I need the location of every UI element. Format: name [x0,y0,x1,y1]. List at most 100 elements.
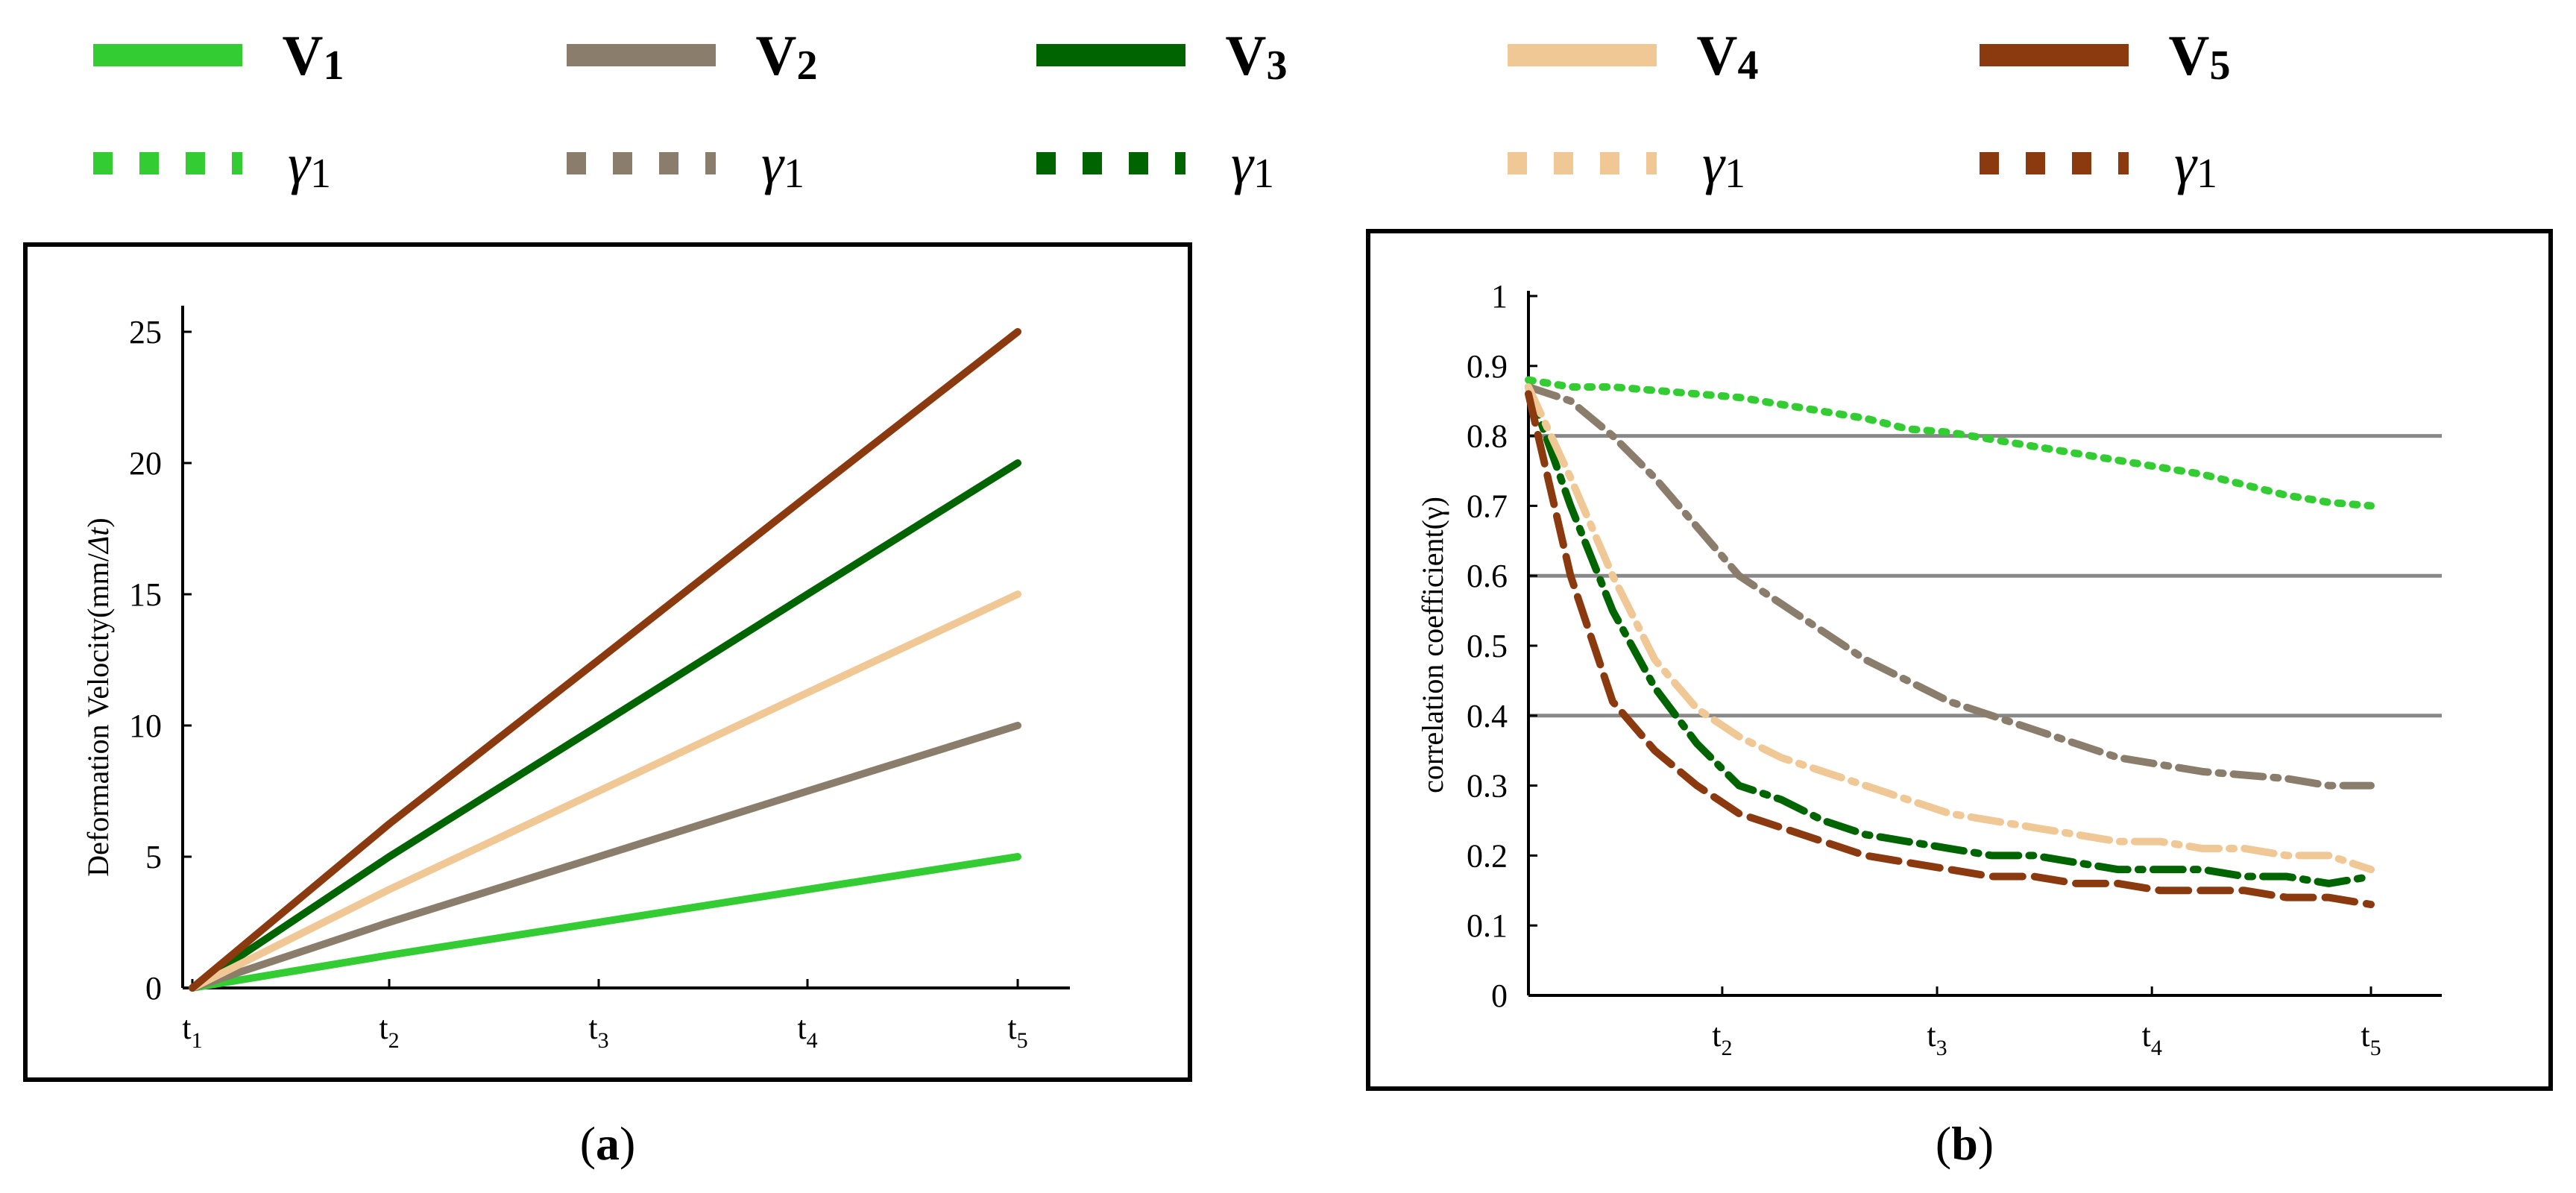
plot-a-y-tick-label-4: 20 [129,445,162,482]
plot-a-y-axis-title-close: ) [81,517,115,527]
legend-velocity-sub-1: 1 [323,43,344,89]
plot-a-series-line-2 [189,722,1021,992]
panel-label-b-letter: b [1951,1117,1978,1170]
legend-gamma-label-4: γ1 [1702,133,1745,197]
plot-b-x-tick-sub-1: 3 [1936,1036,1947,1060]
plot-b-y-tick-label-4: 0.4 [1467,698,1508,734]
plot-a-x-tick-label-4: t5 [1007,1010,1027,1053]
legend-gamma-letter-3: γ [1231,133,1255,195]
legend-velocity-sub-3: 3 [1266,43,1287,89]
plot-b-y-tick-label-10: 1 [1491,278,1508,315]
plot-a-x-tick-sub-1: 2 [388,1028,400,1053]
plot-a-x-tick-main-0: t [182,1010,191,1046]
plot-a-y-tick-label-5: 25 [129,314,162,350]
legend-velocity-label-1: V1 [283,25,344,89]
legend-velocity-letter-3: V [1226,25,1267,87]
plot-a-x-tick-main-2: t [588,1010,597,1046]
plot-b-x-tick-sub-3: 5 [2370,1036,2381,1060]
legend-gamma-letter-1: γ [288,133,312,195]
legend-gamma-letter-4: γ [1702,133,1726,195]
plot-b-y-tick-label-9: 0.9 [1467,348,1508,385]
plot-a-series-line-1 [189,853,1021,992]
plot-b-y-tick-label-7: 0.7 [1467,488,1508,524]
plot-b-series-line-4 [1525,383,2375,874]
legend-gamma-letter-2: γ [761,133,785,195]
plot-b-x-tick-label-1: t3 [1927,1017,1947,1060]
panel-b-frame [1366,229,2553,1091]
legend-velocity-letter-4: V [1697,25,1738,87]
plot-a-x-tick-sub-2: 3 [598,1028,609,1053]
plot-a-x-tick-label-3: t4 [797,1010,817,1053]
legend-gamma-label-2: γ1 [761,133,804,197]
legend-gamma-letter-5: γ [2174,133,2198,195]
plot-b-y-tick-label-2: 0.2 [1467,837,1508,874]
plot-b-x-tick-label-0: t2 [1712,1017,1732,1060]
plot-b-x-tick-sub-0: 2 [1722,1036,1733,1060]
plot-b-y-axis-title: correlation coefficient(γ) [1416,497,1449,793]
legend-gamma-sub-3: 1 [1253,151,1274,197]
plot-b-x-tick-sub-2: 4 [2151,1036,2162,1060]
plot-b-x-tick-main-1: t [1927,1017,1936,1054]
plot-a-y-tick-label-2: 10 [129,708,162,744]
plot-b-y-tick-label-1: 0.1 [1467,907,1508,944]
panel-label-a-open: ( [580,1117,596,1170]
legend-gamma-sub-2: 1 [784,151,804,197]
plot-b-x-tick-main-2: t [2142,1017,2151,1054]
legend-velocity-label-2: V2 [756,25,818,89]
panel-label-b: (b) [1936,1117,1994,1170]
plot-a-x-tick-main-1: t [379,1010,388,1046]
plot-a-series-line-5 [189,328,1021,992]
plot-a-x-tick-label-0: t1 [182,1010,202,1053]
plot-a-x-tick-sub-0: 1 [192,1028,203,1053]
legend-velocity-label-5: V5 [2169,25,2231,89]
plot-a-y-axis-title: Deformation Velocity(mm/Δt) [81,517,115,877]
plot-b-x-tick-label-3: t5 [2361,1017,2381,1060]
plot-b-x-tick-main-3: t [2361,1017,2369,1054]
legend-velocity-sub-4: 4 [1737,43,1758,89]
panel-label-b-close: ) [1978,1117,1994,1170]
plot-b-series-line-2 [1525,383,2375,790]
plot-a-x-tick-sub-3: 4 [807,1028,818,1053]
plot-a-series-line-3 [189,459,1021,992]
plot-a-x-tick-label-1: t2 [379,1010,399,1053]
plot-a-y-tick-label-0: 0 [145,970,162,1007]
panel-label-a-letter: a [596,1117,620,1170]
plot-b-y-tick-label-8: 0.8 [1467,418,1508,455]
plot-b-series-line-5 [1525,390,2375,909]
plot-b-y-tick-label-5: 0.5 [1467,628,1508,664]
legend-velocity-letter-1: V [283,25,324,87]
plot-a-y-axis-title-italic: Δt [81,527,115,555]
plot-a-series-line-4 [189,591,1021,992]
legend-velocity-letter-5: V [2169,25,2210,87]
panel-label-a-close: ) [620,1117,635,1170]
legend-velocity-label-4: V4 [1697,25,1759,89]
legend-gamma-label-3: γ1 [1231,133,1274,197]
legend-velocity-label-3: V3 [1226,25,1288,89]
legend-gamma-sub-1: 1 [310,151,331,197]
plot-a-x-tick-sub-4: 5 [1017,1028,1028,1053]
plot-b-x-tick-main-0: t [1712,1017,1721,1054]
legend-gamma-label-5: γ1 [2174,133,2217,197]
plot-b-series-line-3 [1525,383,2375,887]
plot-b-x-tick-label-2: t4 [2142,1017,2162,1060]
panel-label-b-open: ( [1936,1117,1951,1170]
plot-b-series-line-1 [1525,376,2375,510]
plot-b-y-tick-label-3: 0.3 [1467,768,1508,805]
legend-velocity-sub-5: 5 [2209,43,2230,89]
plot-b-y-tick-label-0: 0 [1491,978,1508,1014]
legend-gamma-sub-5: 1 [2196,151,2217,197]
legend-gamma-sub-4: 1 [1725,151,1745,197]
legend-gamma-label-1: γ1 [288,133,331,197]
plot-a-x-tick-label-2: t3 [588,1010,608,1053]
plot-a-y-tick-label-1: 5 [145,839,162,875]
plot-b-y-tick-label-6: 0.6 [1467,558,1508,594]
legend-velocity-letter-2: V [756,25,797,87]
plot-a-y-axis-title-main: Deformation Velocity(mm/ [81,553,115,877]
panel-label-a: (a) [580,1117,636,1170]
panel-a-frame [23,242,1192,1082]
plot-a-x-tick-main-3: t [797,1010,806,1046]
